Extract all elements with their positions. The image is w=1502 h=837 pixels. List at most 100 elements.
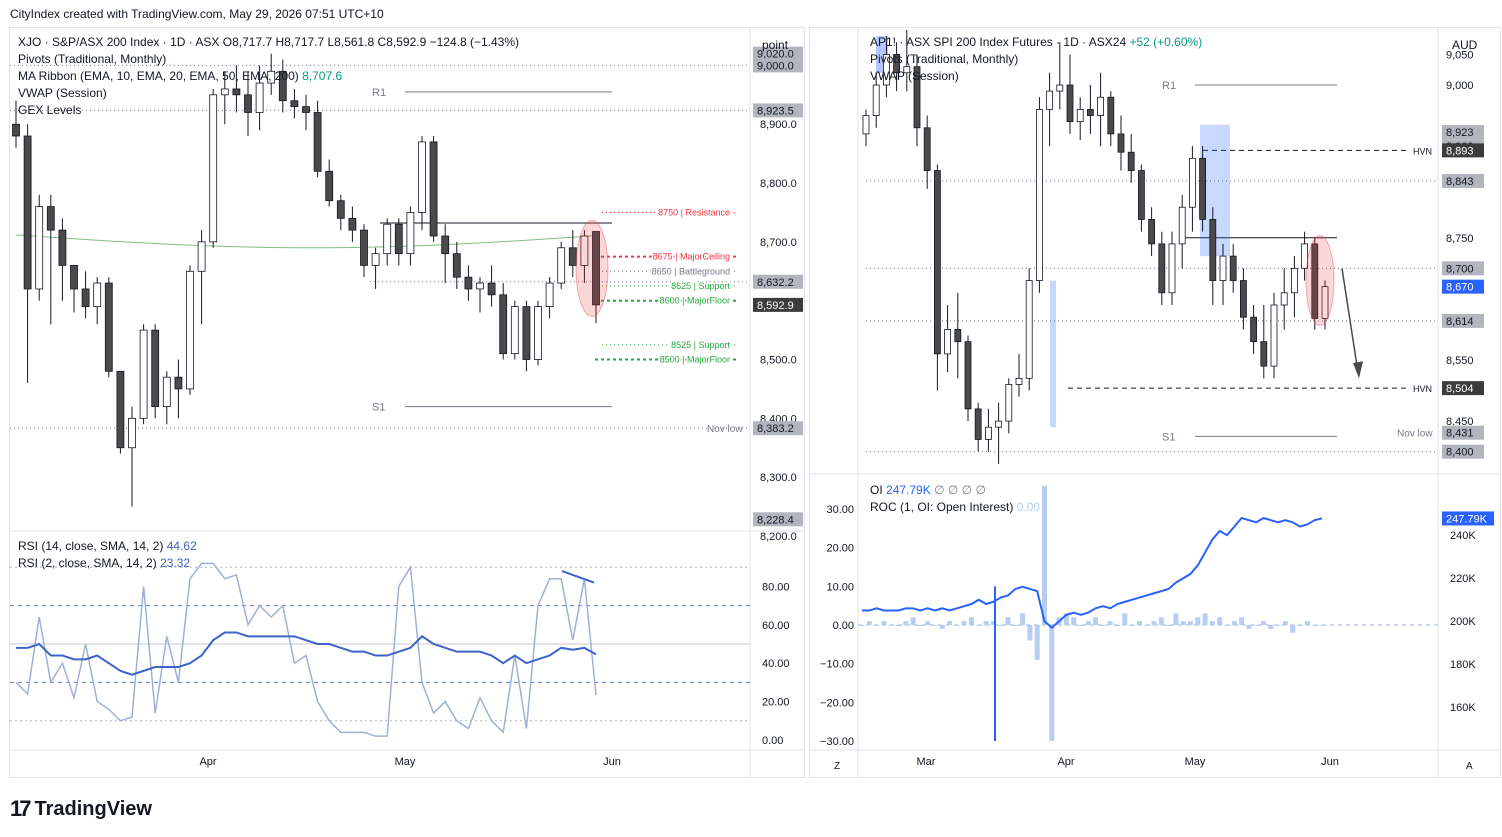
roc-bar (1100, 625, 1106, 626)
roc-bar (1275, 625, 1281, 626)
left-gex-label[interactable]: GEX Levels (18, 103, 82, 117)
right-price-badge-bg (1442, 173, 1484, 188)
roc-bar (925, 621, 931, 625)
left-ma-label[interactable]: MA Ribbon (EMA, 10, EMA, 20, EMA, 50, EM… (18, 69, 299, 83)
left-candle-body (174, 376, 183, 390)
left-pivots-label[interactable]: Pivots (Traditional, Monthly) (18, 52, 167, 66)
roc-bar (998, 625, 1004, 626)
right-candle-body (1321, 286, 1329, 319)
rsi2-value: 23.32 (160, 556, 191, 570)
right-candle-body (872, 84, 880, 116)
left-price-badge-bg (753, 46, 803, 61)
left-price-badge: 8,592.9 (757, 300, 794, 312)
right-price-badge: 8,843 (1446, 176, 1474, 188)
z-button: Z (834, 761, 840, 772)
left-candle-body (267, 70, 276, 84)
right-price-badge: 8,670 (1446, 282, 1474, 294)
left-candle-body (116, 370, 125, 449)
rsi2-label[interactable]: RSI (2, close, SMA, 14, 2) (18, 556, 157, 570)
right-price-tick: 9,000 (1446, 80, 1474, 92)
rsi-tick: 60.00 (762, 620, 790, 632)
roc-tick: −30.00 (820, 736, 854, 748)
left-candle-body (348, 217, 357, 231)
tradingview-brand[interactable]: 17 TradingView (10, 796, 152, 822)
left-candle-body (290, 100, 299, 107)
left-candle-body (232, 88, 241, 96)
roc-bar (859, 625, 865, 626)
left-price-badge-bg (753, 103, 803, 118)
right-price-badge-bg (1442, 143, 1484, 158)
right-candle-body (1025, 280, 1033, 379)
left-candle-body (487, 282, 496, 296)
roc-tick: −10.00 (820, 659, 854, 671)
roc-bar (1042, 485, 1047, 625)
left-price-tick: 8,900.0 (760, 119, 797, 131)
left-chart-pane[interactable]: 8,900.0 8,800.0 8,700.0 8,500.0 8,400.0 8,300… (9, 27, 805, 778)
right-symbol[interactable]: AP1! · ASX SPI 200 Index Futures · 1D · … (870, 35, 1127, 49)
roc-tick: 30.00 (826, 504, 854, 516)
roc-bar (947, 621, 953, 625)
roc-bar (1144, 625, 1150, 626)
right-candle-body (1076, 109, 1084, 123)
roc-bar (1261, 621, 1266, 625)
roc-bar (1231, 621, 1237, 625)
left-candle-body (209, 94, 218, 243)
left-symbol[interactable]: XJO · S&P/ASX 200 Index · 1D · ASX (18, 35, 220, 49)
right-pivot-label: R1 (1162, 80, 1176, 92)
left-vwap-label[interactable]: VWAP (Session) (18, 86, 107, 100)
rsi14-label[interactable]: RSI (14, close, SMA, 14, 2) (18, 539, 164, 553)
oi-tick: 180K (1450, 659, 1476, 671)
right-time-tick: Mar (917, 756, 936, 768)
left-candle-body (464, 276, 473, 290)
right-candle-body (1005, 384, 1013, 422)
roc-bar (1304, 621, 1310, 625)
left-candle-body (162, 376, 171, 407)
right-candle-body (1270, 304, 1278, 367)
roc-bar (1166, 625, 1172, 626)
left-ma-value: 8,707.6 (302, 69, 343, 83)
roc-bar (917, 625, 923, 626)
right-price-badge-bg (1442, 444, 1484, 459)
right-price-badge: 8,893 (1446, 145, 1474, 157)
left-candle-body (302, 106, 310, 113)
right-vwap-label[interactable]: VWAP (Session) (870, 69, 959, 83)
left-unit-label[interactable]: point (762, 38, 789, 52)
roc-label[interactable]: ROC (1, OI: Open Interest) (870, 500, 1014, 514)
right-candle-body (1301, 243, 1309, 269)
left-candle-body (220, 88, 229, 96)
roc-bar (1209, 621, 1215, 625)
left-candle-body (128, 417, 136, 449)
right-unit-label[interactable]: AUD (1452, 38, 1478, 52)
left-chart-svg[interactable]: 8,900.08,800.08,700.08,500.08,400.08,300… (10, 28, 804, 777)
right-candle-body (1260, 341, 1268, 367)
roc-bar (866, 621, 872, 625)
right-down-arrow (1341, 268, 1359, 373)
rsi-divergence-line (561, 570, 595, 584)
oi-label[interactable]: OI (870, 483, 883, 497)
left-price-badge-bg (753, 421, 803, 436)
right-candle-body (964, 341, 972, 410)
roc-bar (1005, 617, 1011, 625)
left-price-badge: 9,020.0 (757, 49, 794, 61)
a-button: A (1466, 761, 1473, 772)
left-legend: XJO · S&P/ASX 200 Index · 1D · ASX O8,71… (18, 34, 519, 119)
left-candle-body (360, 229, 368, 266)
right-price-badge: 8,400 (1446, 447, 1474, 459)
roc-bar (1158, 617, 1164, 625)
right-nov-low-label: Nov low (1397, 429, 1433, 440)
right-candle-body (1137, 170, 1145, 220)
right-candle-body (934, 170, 941, 355)
oi-price-badge: 247.79K (1446, 513, 1488, 525)
right-price-badge: 8,614 (1446, 316, 1474, 328)
roc-bar (1020, 613, 1026, 625)
left-candle-body (12, 123, 20, 137)
oi-value: 247.79K (886, 483, 931, 497)
gex-level-label: 8625 | Support (671, 281, 730, 291)
left-candle-body (371, 253, 380, 266)
right-candle-body (954, 329, 962, 343)
roc-bar (874, 625, 880, 626)
right-pivots-label[interactable]: Pivots (Traditional, Monthly) (870, 52, 1019, 66)
right-candle-body (923, 127, 931, 171)
